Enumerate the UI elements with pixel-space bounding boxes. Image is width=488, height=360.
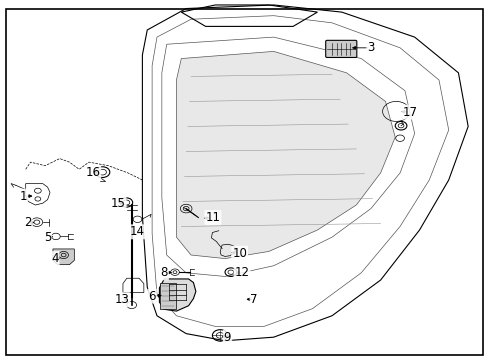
Text: 16: 16 — [85, 166, 100, 179]
Text: 17: 17 — [402, 105, 416, 119]
Text: 11: 11 — [205, 211, 220, 224]
FancyBboxPatch shape — [325, 40, 356, 58]
Text: 10: 10 — [232, 247, 246, 260]
Text: 8: 8 — [160, 266, 167, 279]
Text: 7: 7 — [250, 293, 258, 306]
Polygon shape — [159, 279, 196, 311]
Text: 13: 13 — [114, 293, 129, 306]
Text: 5: 5 — [44, 231, 51, 244]
Text: 1: 1 — [20, 190, 27, 203]
Polygon shape — [176, 51, 394, 258]
Text: 3: 3 — [366, 41, 374, 54]
FancyBboxPatch shape — [160, 283, 176, 309]
Text: 4: 4 — [51, 252, 59, 265]
Text: 15: 15 — [110, 197, 125, 210]
Text: 14: 14 — [130, 225, 145, 238]
Text: 9: 9 — [224, 331, 231, 344]
Text: 6: 6 — [148, 289, 156, 303]
Polygon shape — [53, 249, 74, 265]
Text: 12: 12 — [234, 266, 249, 279]
Text: 2: 2 — [24, 216, 32, 229]
